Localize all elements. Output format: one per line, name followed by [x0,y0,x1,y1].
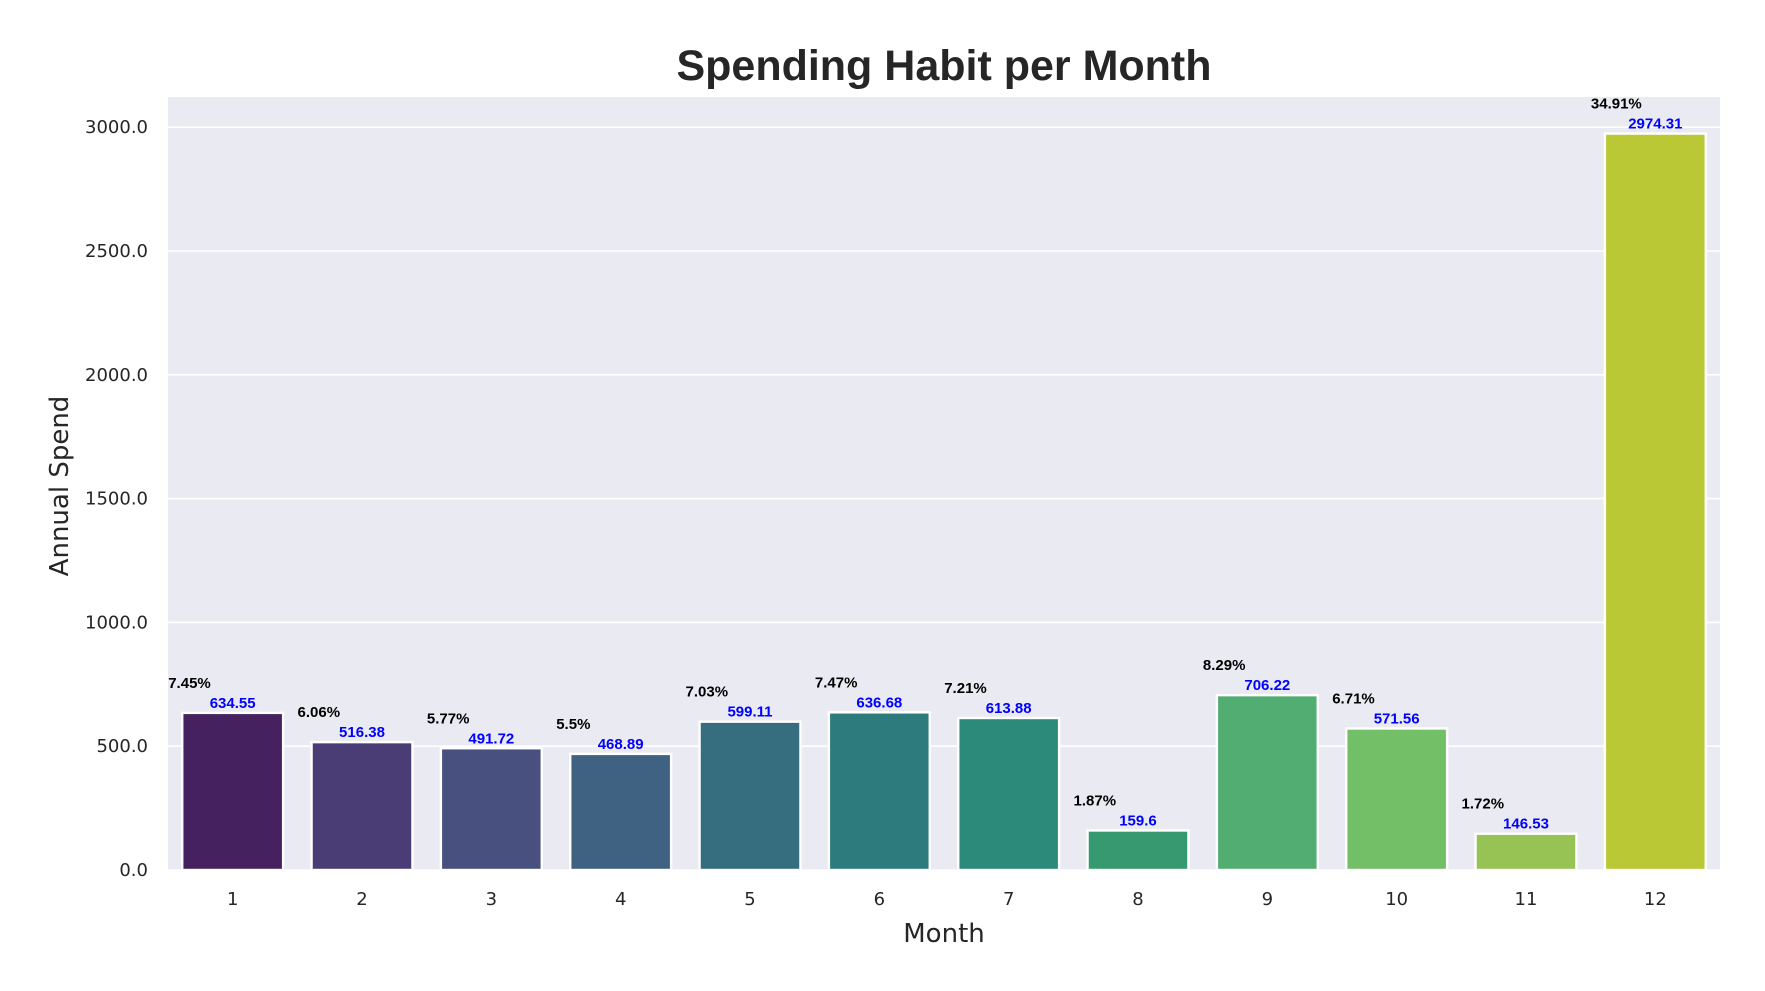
percent-label: 5.77% [427,710,470,727]
percent-label: 7.45% [168,675,211,692]
bar-month-4 [569,752,673,872]
value-label: 146.53 [1503,816,1549,833]
bar-month-1 [181,711,285,872]
x-tick-label: 10 [1385,889,1408,910]
bar-month-8 [1086,829,1190,872]
y-tick-label: 2000.0 [85,365,148,386]
bar-month-7 [957,716,1061,872]
value-label: 516.38 [339,724,385,741]
bar-month-5 [698,720,802,872]
value-label: 599.11 [727,704,772,721]
percent-label: 7.03% [686,684,729,701]
y-tick-label: 2500.0 [85,241,148,262]
x-tick-label: 5 [744,889,755,910]
y-tick-label: 500.0 [96,736,148,757]
x-tick-label: 1 [227,889,238,910]
bar-month-3 [439,747,543,872]
plot-background [168,97,1720,870]
value-label: 636.68 [856,694,902,711]
y-tick-label: 1500.0 [85,489,148,510]
percent-label: 7.47% [815,674,858,691]
x-tick-label: 7 [1003,889,1014,910]
x-tick-label: 11 [1515,889,1538,910]
grid-lines [168,126,1720,871]
bars [181,132,1707,872]
y-tick-label: 1000.0 [85,612,148,633]
x-tick-label: 4 [615,889,626,910]
value-label: 613.88 [986,700,1032,717]
value-label: 491.72 [468,730,514,747]
value-label: 571.56 [1374,710,1420,727]
bar-month-12 [1603,132,1707,872]
value-label: 2974.31 [1628,116,1682,133]
percent-label: 7.21% [944,680,987,697]
x-tick-label: 3 [486,889,497,910]
value-label: 159.6 [1119,812,1157,829]
value-label: 706.22 [1244,677,1290,694]
percent-label: 6.71% [1332,690,1375,707]
bar-month-10 [1345,727,1449,872]
y-tick-label: 3000.0 [85,117,148,138]
x-tick-label: 9 [1262,889,1273,910]
data-labels: 634.55 7.45% 516.38 6.06% 491.72 5.77% 468.89 5… [168,96,1682,833]
percent-label: 1.72% [1462,796,1505,813]
percent-label: 8.29% [1203,657,1246,674]
percent-label: 1.87% [1074,792,1117,809]
chart-title: Spending Habit per Month [676,42,1211,90]
bar-month-11 [1474,832,1578,872]
x-tick-label: 12 [1644,889,1667,910]
x-axis-label: Month [903,919,985,949]
x-tick-label: 8 [1132,889,1143,910]
x-tick-label: 6 [874,889,885,910]
percent-label: 34.91% [1591,96,1642,113]
y-tick-label: 0.0 [119,860,148,881]
value-label: 634.55 [210,695,256,712]
x-tick-label: 2 [356,889,367,910]
bar-month-9 [1215,693,1319,872]
bar-month-6 [827,711,931,872]
bar-month-2 [310,740,414,872]
value-label: 468.89 [598,736,644,753]
y-axis-label: Annual Spend [45,396,75,577]
percent-label: 5.5% [556,716,590,733]
percent-label: 6.06% [298,704,341,721]
